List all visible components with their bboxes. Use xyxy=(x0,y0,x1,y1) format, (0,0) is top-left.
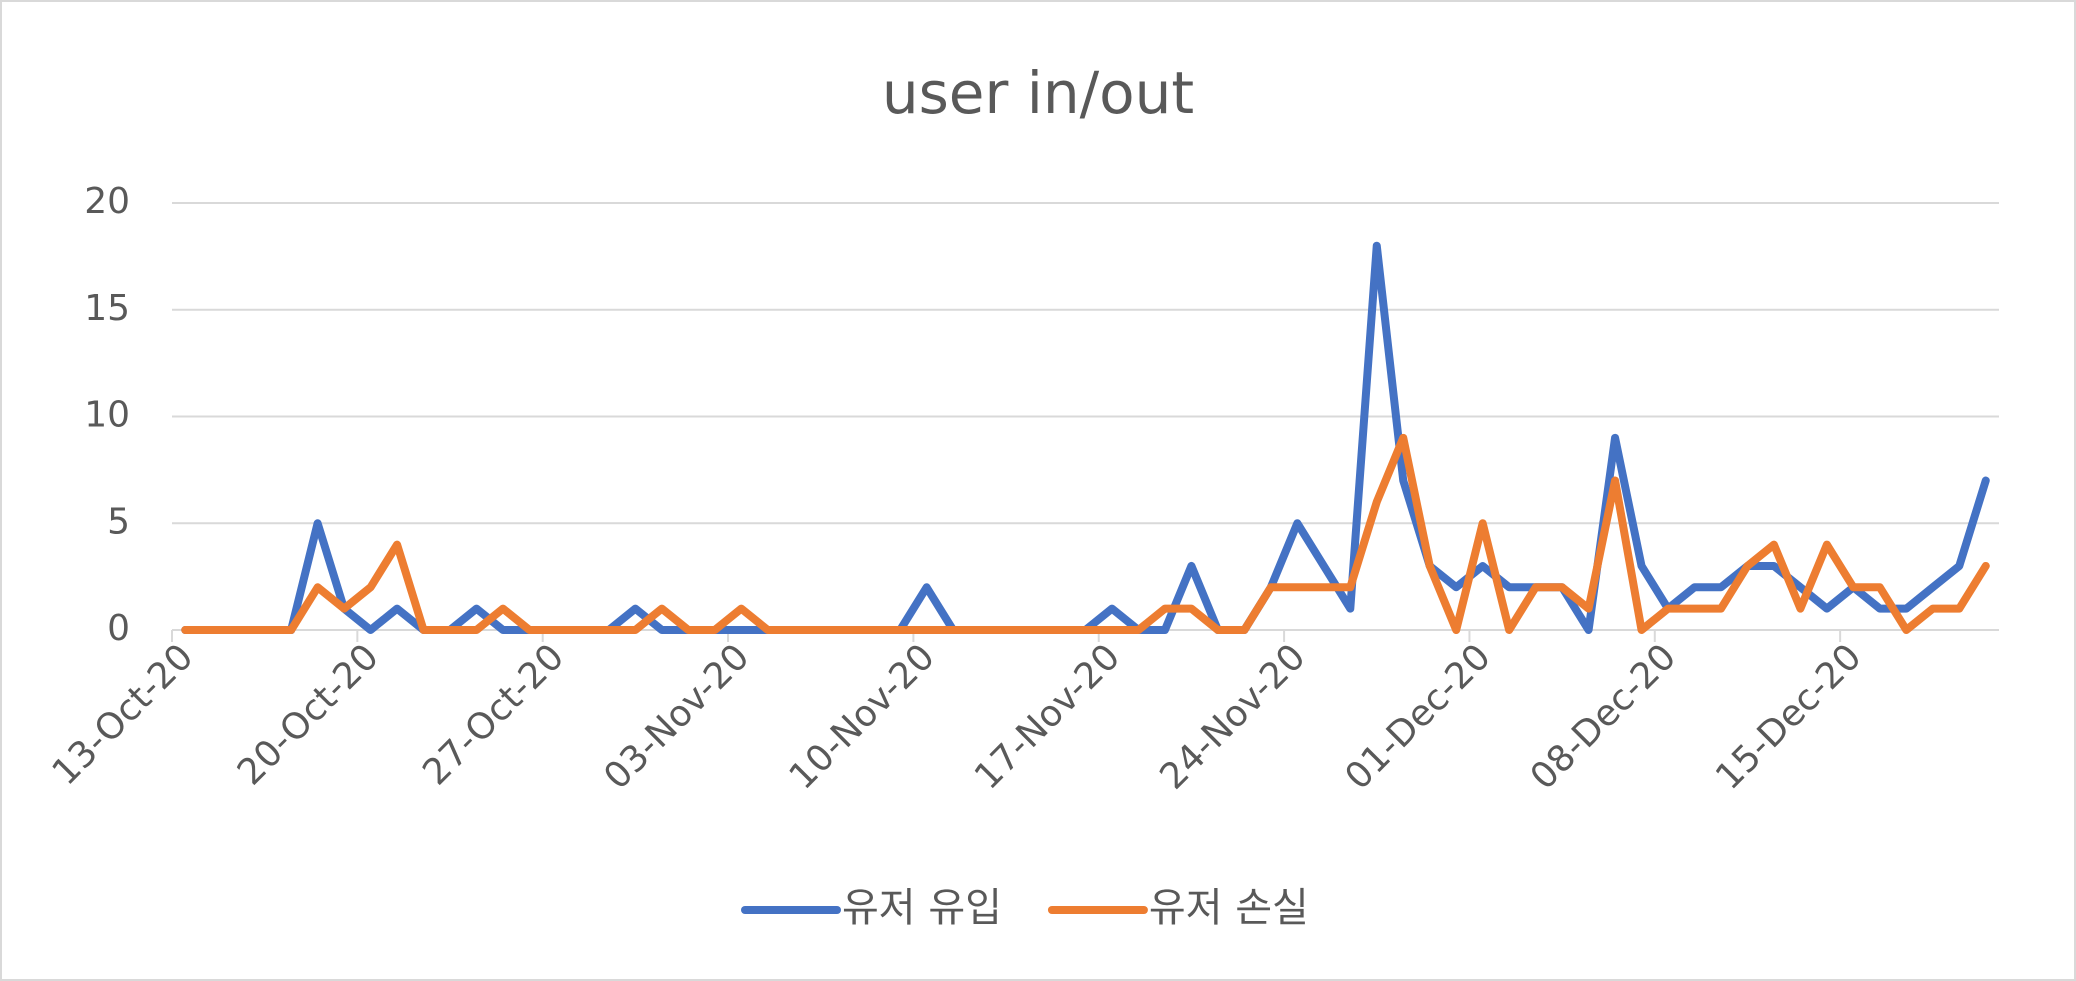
legend-label: 유저 손실 xyxy=(1149,885,1309,931)
series-line xyxy=(181,433,1990,634)
y-tick-label: 10 xyxy=(84,395,130,436)
chart-title: user in/out xyxy=(882,59,1194,127)
legend-label: 유저 유입 xyxy=(842,885,1002,931)
y-tick-label: 0 xyxy=(107,608,130,649)
y-tick-label: 5 xyxy=(107,501,130,542)
y-tick-label: 15 xyxy=(84,288,130,329)
y-tick-label: 20 xyxy=(84,181,130,222)
